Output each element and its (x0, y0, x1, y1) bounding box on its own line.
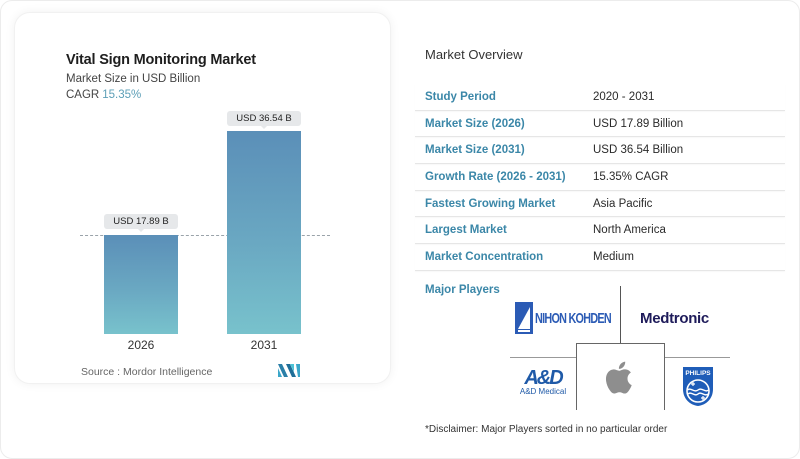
overview-value: Asia Pacific (593, 197, 653, 210)
bar-2026 (104, 235, 178, 334)
philips-logo-icon: PHILIPS (683, 367, 713, 406)
cagr-label: CAGR (66, 89, 100, 101)
overview-value: North America (593, 224, 666, 237)
overview-key: Fastest Growing Market (425, 197, 556, 210)
mordor-intelligence-logo-icon (278, 364, 300, 377)
overview-value: Medium (593, 250, 634, 263)
grid-divider (664, 357, 730, 358)
philips-wordmark: PHILIPS (685, 370, 711, 377)
overview-value: 15.35% CAGR (593, 170, 669, 183)
overview-key: Study Period (425, 90, 496, 103)
and-medical-logo: A&D A&D Medical (514, 367, 572, 397)
overview-key: Market Concentration (425, 250, 544, 263)
and-mark: A&D (524, 367, 563, 389)
medtronic-logo: Medtronic (640, 310, 709, 327)
overview-key: Market Size (2026) (425, 117, 525, 130)
overview-row-study-period: Study Period 2020 - 2031 (415, 84, 785, 111)
bar-2031 (227, 131, 301, 334)
grid-divider (510, 357, 576, 358)
reference-dashed-line (80, 235, 330, 236)
market-overview-title: Market Overview (425, 47, 523, 62)
x-tick-2031: 2031 (250, 338, 278, 352)
apple-logo-icon (605, 361, 632, 394)
nihon-kohden-wordmark: NIHON KOHDEN (535, 309, 612, 327)
and-medical-wordmark: A&D Medical (519, 387, 567, 396)
grid-divider (620, 286, 621, 343)
chart-card (14, 12, 391, 384)
major-players-grid: NIHON KOHDEN Medtronic A&D A&D Medical P… (510, 286, 730, 410)
chart-title: Vital Sign Monitoring Market (66, 52, 256, 68)
apple-logo-box (576, 343, 665, 410)
overview-key: Market Size (2031) (425, 144, 525, 157)
overview-row-market-size-2031: Market Size (2031) USD 36.54 Billion (415, 137, 785, 165)
overview-row-concentration: Market Concentration Medium (415, 244, 785, 271)
overview-row-fastest-growing: Fastest Growing Market Asia Pacific (415, 191, 785, 218)
market-overview-table: Study Period 2020 - 2031 Market Size (20… (415, 84, 785, 271)
source-text: Source : Mordor Intelligence (81, 366, 213, 378)
nihon-kohden-logo: NIHON KOHDEN (515, 302, 641, 334)
overview-key: Growth Rate (2026 - 2031) (425, 170, 566, 183)
major-players-title: Major Players (425, 284, 500, 296)
chart-subtitle: Market Size in USD Billion (66, 73, 201, 85)
cagr-value: 15.35% (102, 89, 142, 101)
bar-value-label-2031: USD 36.54 B (227, 111, 301, 129)
cagr-row: CAGR 15.35% (66, 89, 141, 101)
bar-value-label-2026: USD 17.89 B (104, 214, 178, 232)
overview-value: USD 17.89 Billion (593, 117, 684, 130)
overview-row-growth-rate: Growth Rate (2026 - 2031) 15.35% CAGR (415, 164, 785, 191)
x-tick-2026: 2026 (127, 338, 155, 352)
overview-value: USD 36.54 Billion (593, 144, 684, 157)
overview-row-largest-market: Largest Market North America (415, 217, 785, 245)
overview-key: Largest Market (425, 224, 507, 237)
overview-row-market-size-2026: Market Size (2026) USD 17.89 Billion (415, 111, 785, 138)
disclaimer-text: *Disclaimer: Major Players sorted in no … (425, 424, 668, 435)
overview-value: 2020 - 2031 (593, 90, 655, 103)
nihon-kohden-emblem-icon (515, 302, 533, 334)
